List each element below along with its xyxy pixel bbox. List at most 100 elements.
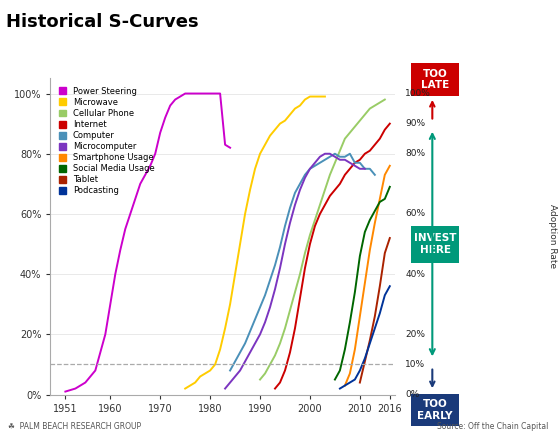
Internet [386,121,393,126]
Podcasting [371,326,378,331]
Internet [302,266,309,271]
Internet [342,172,348,177]
Internet [366,148,373,153]
Smartphone Usage [362,281,368,286]
Microwave [267,133,273,138]
Text: 90%: 90% [405,119,426,128]
Podcasting [376,311,383,316]
Power Steering [182,91,189,96]
Social Media Usage [337,368,343,373]
Microwave [297,103,304,108]
Computer [342,154,348,160]
Power Steering [92,368,99,373]
Microwave [192,380,198,385]
Smartphone Usage [381,172,388,177]
Internet [311,223,318,228]
Power Steering [102,332,109,337]
Social Media Usage [357,253,363,259]
Microwave [282,118,288,123]
Internet [362,151,368,157]
Computer [247,329,254,334]
Legend: Power Steering, Microwave, Cellular Phone, Internet, Computer, Microcomputer, Sm: Power Steering, Microwave, Cellular Phon… [57,84,157,198]
Microcomputer [357,166,363,171]
Computer [282,223,288,228]
Line: Podcasting: Podcasting [340,286,390,388]
Microcomputer [297,187,304,192]
Microcomputer [362,166,368,171]
Text: 80%: 80% [405,149,426,158]
Computer [237,350,244,355]
Internet [292,326,298,331]
Smartphone Usage [352,347,358,352]
Text: 0%: 0% [405,390,420,399]
Cellular Phone [326,172,333,177]
Microcomputer [326,151,333,157]
Microcomputer [342,157,348,162]
Microwave [197,374,203,379]
Line: Microwave: Microwave [185,96,325,388]
Text: 40%: 40% [405,269,426,279]
Cellular Phone [347,130,353,135]
Text: 10%: 10% [405,360,426,369]
Text: 60%: 60% [405,209,426,218]
Power Steering [142,172,148,177]
Power Steering [222,142,228,147]
Microcomputer [306,166,313,171]
Text: Source: Off the Chain Capital: Source: Off the Chain Capital [437,422,549,431]
Microwave [272,127,278,132]
Cellular Phone [311,218,318,223]
Power Steering [112,272,119,277]
Social Media Usage [376,199,383,204]
Smartphone Usage [357,313,363,319]
Power Steering [227,145,234,150]
Microwave [237,242,244,247]
Power Steering [217,91,223,96]
Microwave [292,106,298,111]
Microcomputer [232,374,239,379]
Microcomputer [227,380,234,385]
Social Media Usage [366,218,373,223]
Microwave [287,112,293,117]
Cellular Phone [302,250,309,255]
Cellular Phone [332,160,338,165]
Power Steering [137,181,143,187]
Microwave [182,386,189,391]
Power Steering [97,350,104,355]
Social Media Usage [362,229,368,235]
Internet [326,193,333,198]
Internet [347,166,353,171]
Text: TOO
EARLY: TOO EARLY [417,399,453,421]
Computer [316,160,323,165]
Cellular Phone [272,353,278,358]
Microwave [302,97,309,102]
Cellular Phone [282,326,288,331]
Microcomputer [256,332,263,337]
Microwave [207,368,213,373]
Line: Smartphone Usage: Smartphone Usage [345,166,390,385]
Microwave [316,94,323,99]
Text: INVEST
HERE: INVEST HERE [414,233,456,255]
Podcasting [342,383,348,388]
Cellular Phone [362,112,368,117]
Cellular Phone [376,100,383,105]
Tablet [371,313,378,319]
Computer [347,151,353,157]
Cellular Phone [381,97,388,102]
Power Steering [72,386,79,391]
Microcomputer [242,359,249,364]
Power Steering [152,151,158,157]
Microcomputer [262,320,268,325]
Microcomputer [302,175,309,181]
Power Steering [167,103,174,108]
Computer [306,166,313,171]
Internet [306,242,313,247]
Internet [371,142,378,147]
Power Steering [207,91,213,96]
Computer [242,341,249,346]
Microcomputer [272,286,278,292]
Cellular Phone [306,232,313,238]
Microwave [321,94,328,99]
Social Media Usage [381,196,388,201]
Power Steering [197,91,203,96]
Text: Adoption Rate: Adoption Rate [548,204,557,269]
